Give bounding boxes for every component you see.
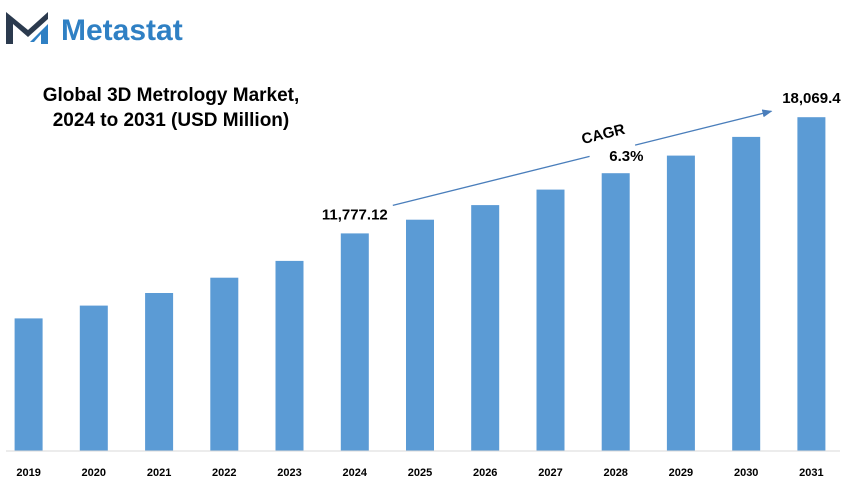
bar-2028 bbox=[601, 173, 630, 451]
x-tick-label-2031: 2031 bbox=[799, 467, 823, 479]
x-tick-label-2020: 2020 bbox=[82, 467, 106, 479]
x-tick-label-2030: 2030 bbox=[734, 467, 758, 479]
x-tick-label-2028: 2028 bbox=[603, 467, 627, 479]
x-tick-label-2021: 2021 bbox=[147, 467, 171, 479]
x-tick-label-2024: 2024 bbox=[343, 467, 368, 479]
bar-2031 bbox=[797, 117, 826, 451]
bar-2020 bbox=[79, 305, 108, 451]
x-tick-label-2019: 2019 bbox=[16, 467, 40, 479]
bar-2021 bbox=[145, 293, 174, 451]
bar-2029 bbox=[666, 155, 695, 451]
bar-2025 bbox=[406, 219, 434, 451]
chart-title-line1: Global 3D Metrology Market, bbox=[43, 85, 300, 106]
data-labels: 11,777.12 18,069.4 bbox=[322, 90, 841, 223]
x-tick-label-2022: 2022 bbox=[212, 467, 236, 479]
data-label-2024: 11,777.12 bbox=[322, 206, 388, 223]
x-tick-label-2026: 2026 bbox=[473, 467, 497, 479]
cagr-value: 6.3% bbox=[609, 148, 643, 165]
brand-name: Metastat bbox=[61, 14, 183, 47]
cagr-annotation: CAGR 6.3% bbox=[392, 109, 773, 207]
bars bbox=[14, 117, 826, 451]
cagr-arrow-line-end bbox=[634, 109, 773, 146]
x-tick-label-2025: 2025 bbox=[408, 467, 432, 479]
bar-2026 bbox=[471, 205, 500, 451]
logo-mark-dark bbox=[6, 12, 48, 44]
bar-2027 bbox=[536, 189, 565, 451]
bar-2022 bbox=[210, 277, 239, 451]
bar-2023 bbox=[275, 260, 304, 451]
logo-mark-blue bbox=[30, 24, 48, 44]
bar-2024 bbox=[340, 233, 369, 451]
data-label-2031: 18,069.4 bbox=[782, 90, 841, 107]
cagr-arrow-line-start bbox=[392, 155, 590, 207]
bar-2030 bbox=[732, 136, 761, 451]
x-tick-label-2029: 2029 bbox=[669, 467, 693, 479]
x-tick-label-2027: 2027 bbox=[538, 467, 562, 479]
logo: Metastat bbox=[6, 12, 183, 47]
x-tick-label-2023: 2023 bbox=[277, 467, 301, 479]
x-axis-tick-labels: 2019 2020 2021 2022 2023 2024 2025 2026 2027 2028… bbox=[16, 467, 823, 479]
bar-2019 bbox=[14, 318, 43, 451]
metastat-m-logo-icon bbox=[6, 12, 48, 44]
chart-title-line2: 2024 to 2031 (USD Million) bbox=[53, 110, 290, 131]
cagr-label: CAGR bbox=[580, 121, 627, 148]
